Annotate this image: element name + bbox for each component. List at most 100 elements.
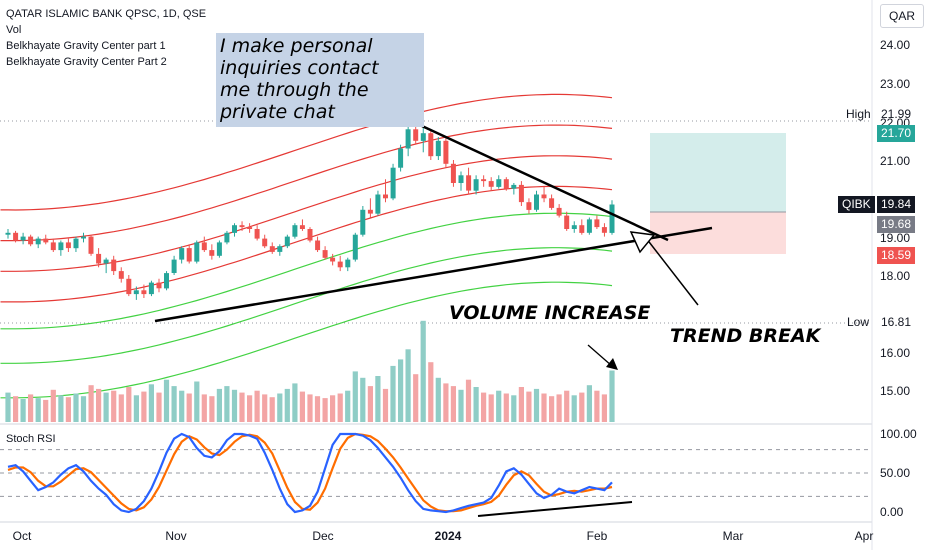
note-line-1: I make personal	[220, 35, 373, 57]
volume-bar	[80, 396, 87, 422]
legend-volume[interactable]: Vol	[6, 24, 22, 36]
candle-body	[186, 248, 192, 262]
time-axis-label: 2024	[435, 529, 462, 543]
candle-body	[299, 225, 305, 229]
candle-body	[564, 215, 570, 229]
candle-body	[428, 133, 434, 157]
price-axis-tick: 23.00	[880, 77, 910, 91]
volume-bar	[345, 390, 351, 422]
note-line-3: me through the	[220, 79, 369, 101]
volume-bar	[322, 398, 328, 422]
candle-body	[405, 129, 411, 149]
candle-body	[315, 240, 321, 251]
candle-body	[594, 219, 600, 228]
high-value: 21.99	[881, 107, 912, 121]
volume-bar	[201, 394, 207, 422]
candle-body	[179, 248, 185, 260]
volume-bar	[314, 396, 321, 422]
candle-body	[81, 236, 86, 239]
candle-body	[352, 234, 358, 260]
note-box[interactable]: I make personal inquiries contact me thr…	[216, 33, 424, 127]
candle-body	[269, 246, 275, 252]
candle-body	[322, 250, 328, 258]
volume-bar	[473, 387, 479, 422]
candle-body	[96, 253, 102, 264]
stoch-d-line	[7, 432, 613, 513]
volume-bar	[413, 374, 419, 422]
volume-bar	[307, 394, 313, 422]
annotation-volume-increase[interactable]: VOLUME INCREASE	[449, 302, 651, 324]
candle-body	[450, 163, 456, 183]
gravity-band-1	[0, 93, 613, 211]
candle-body	[254, 229, 260, 239]
gravity-band-6	[0, 247, 613, 364]
price-axis-tick: 19.00	[880, 231, 910, 245]
candle-body	[571, 225, 577, 229]
volume-bar	[299, 391, 305, 422]
candle-body	[473, 179, 479, 191]
candle-body	[488, 181, 494, 187]
volume-bar	[111, 390, 117, 422]
volume-bar	[239, 392, 245, 422]
last-price-tag: 19.84	[877, 196, 916, 213]
volume-bar	[96, 388, 102, 422]
candle-body	[277, 246, 283, 252]
annotation-trend-break[interactable]: TREND BREAK	[670, 325, 821, 347]
legend-indicator-2[interactable]: Belkhayate Gravity Center Part 2	[6, 56, 167, 68]
gravity-band-5	[0, 212, 613, 330]
volume-bar	[163, 379, 170, 422]
volume-bar	[496, 390, 502, 422]
candle-body	[337, 261, 343, 268]
candle-body	[420, 133, 426, 141]
currency-button[interactable]: QAR	[880, 4, 924, 28]
candle-body	[375, 194, 381, 214]
volume-bar	[420, 320, 426, 422]
candle-body	[247, 227, 253, 229]
price-axis-tick: 16.00	[880, 346, 910, 360]
stoch-axis-tick: 50.00	[880, 466, 910, 480]
candle-body	[141, 290, 147, 295]
candle-body	[367, 209, 373, 214]
volume-bar	[43, 399, 49, 422]
volume-bar	[194, 381, 200, 422]
resistance-trendline	[421, 124, 669, 242]
volume-bar	[586, 385, 592, 422]
volume-arrow-shaft	[587, 344, 613, 367]
candle-body	[201, 242, 207, 251]
candle-body	[103, 259, 109, 264]
volume-bar	[20, 399, 26, 422]
volume-bar	[481, 392, 487, 422]
price-axis-tick: 21.00	[880, 154, 910, 168]
legend-title[interactable]: QATAR ISLAMIC BANK QPSC, 1D, QSE	[6, 8, 207, 20]
volume-bar	[209, 396, 215, 422]
volume-bar	[141, 391, 147, 422]
stop-price-tag: 18.59	[877, 247, 916, 264]
candle-body	[541, 194, 547, 199]
candle-body	[586, 219, 592, 233]
volume-bar	[601, 394, 607, 422]
note-line-2: inquiries contact	[220, 57, 379, 79]
candle-body	[73, 238, 79, 249]
legend-indicator-1[interactable]: Belkhayate Gravity Center part 1	[6, 40, 166, 52]
volume-bar	[330, 395, 336, 422]
volume-bar	[126, 387, 132, 422]
stoch-rsi-label[interactable]: Stoch RSI	[6, 433, 56, 445]
time-axis-label: Nov	[165, 529, 186, 543]
time-axis-label: Feb	[587, 529, 608, 543]
price-axis-tick: 15.00	[880, 384, 910, 398]
volume-bar	[367, 386, 373, 422]
volume-bar	[533, 388, 540, 422]
stoch-trendline	[477, 501, 633, 517]
volume-bar	[148, 384, 154, 422]
volume-bar	[382, 388, 389, 422]
gravity-band-3	[0, 155, 613, 272]
candle-body	[262, 238, 268, 247]
price-axis-tick: 24.00	[880, 38, 910, 52]
candle-body	[133, 290, 139, 295]
candle-body	[609, 204, 615, 233]
volume-bar	[360, 377, 366, 422]
candle-body	[496, 179, 502, 187]
candle-body	[579, 225, 585, 233]
candle-body	[466, 175, 472, 191]
